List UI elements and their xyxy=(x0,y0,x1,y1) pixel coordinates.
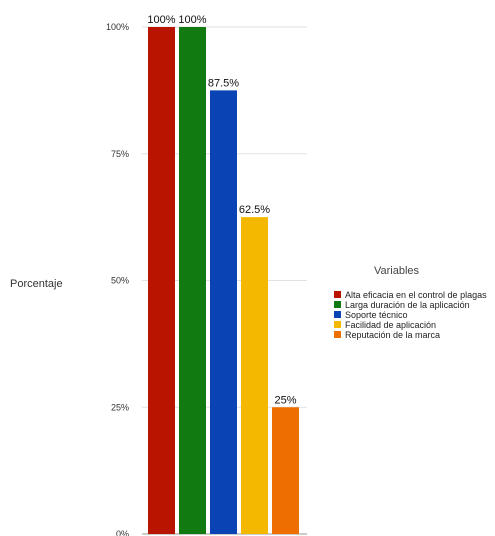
legend-label: Reputación de la marca xyxy=(345,330,440,340)
data-label: 62.5% xyxy=(239,204,270,216)
y-tick-label: 75% xyxy=(111,149,129,159)
legend-label: Larga duración de la aplicación xyxy=(345,300,470,310)
bar xyxy=(272,407,299,534)
bars xyxy=(148,27,299,534)
legend-label: Soporte técnico xyxy=(345,310,408,320)
legend-label: Facilidad de aplicación xyxy=(345,320,436,330)
legend-swatch xyxy=(334,311,341,318)
y-axis-label: Porcentaje xyxy=(10,278,63,290)
legend: Variables Alta eficacia en el control de… xyxy=(334,265,487,340)
bar xyxy=(179,27,206,534)
y-tick-label: 100% xyxy=(106,22,129,32)
legend-swatch xyxy=(334,331,341,338)
data-label: 25% xyxy=(274,394,296,406)
data-label: 87.5% xyxy=(208,77,239,89)
bar xyxy=(148,27,175,534)
data-labels: 100% 100% 87.5% 62.5% 25% xyxy=(147,14,296,406)
bar xyxy=(210,90,237,534)
data-label: 100% xyxy=(178,14,206,26)
legend-title: Variables xyxy=(374,265,420,277)
legend-items: Alta eficacia en el control de plagasLar… xyxy=(334,290,487,340)
legend-swatch xyxy=(334,321,341,328)
bar xyxy=(241,217,268,534)
y-tick-label: 0% xyxy=(116,529,129,536)
data-label: 100% xyxy=(147,14,175,26)
y-tick-label: 25% xyxy=(111,402,129,412)
legend-label: Alta eficacia en el control de plagas xyxy=(345,290,487,300)
legend-swatch xyxy=(334,291,341,298)
legend-swatch xyxy=(334,301,341,308)
y-tick-label: 50% xyxy=(111,276,129,286)
